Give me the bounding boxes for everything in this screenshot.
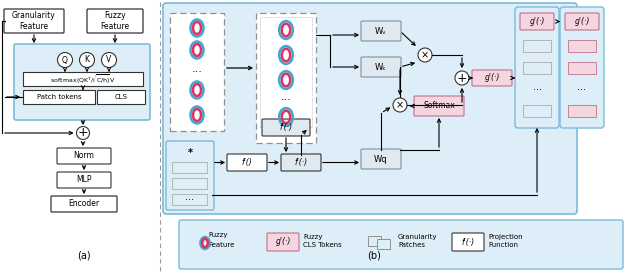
Text: CLS: CLS — [115, 94, 127, 100]
Text: Wᵥ: Wᵥ — [375, 26, 387, 36]
FancyBboxPatch shape — [57, 172, 111, 188]
Text: ×: × — [396, 100, 404, 110]
Text: Q: Q — [62, 55, 68, 65]
Bar — [568, 62, 596, 74]
Text: Fuzzy: Fuzzy — [208, 232, 227, 238]
Text: g'(·): g'(·) — [484, 73, 500, 83]
Circle shape — [393, 98, 407, 112]
FancyBboxPatch shape — [361, 57, 401, 77]
FancyBboxPatch shape — [560, 7, 604, 128]
Text: ···: ··· — [532, 85, 541, 95]
Text: Wq: Wq — [374, 155, 388, 163]
Circle shape — [102, 52, 116, 68]
Text: Patches: Patches — [398, 242, 425, 248]
FancyBboxPatch shape — [57, 148, 111, 164]
Bar — [172, 162, 207, 173]
Text: K: K — [84, 55, 90, 65]
Text: ···: ··· — [186, 195, 195, 205]
FancyBboxPatch shape — [179, 220, 623, 269]
FancyBboxPatch shape — [452, 233, 484, 251]
Text: Norm: Norm — [74, 152, 95, 161]
FancyBboxPatch shape — [14, 44, 150, 120]
Text: Fuzzy
Feature: Fuzzy Feature — [100, 11, 129, 31]
Text: f'(·): f'(·) — [461, 238, 475, 246]
Text: g'(·): g'(·) — [574, 17, 589, 26]
Text: V: V — [106, 55, 111, 65]
Bar — [260, 17, 312, 127]
Text: Softmax: Softmax — [423, 102, 455, 110]
Circle shape — [58, 52, 72, 68]
Bar — [368, 236, 381, 246]
FancyBboxPatch shape — [227, 154, 267, 171]
FancyBboxPatch shape — [520, 13, 554, 30]
Text: Encoder: Encoder — [68, 200, 100, 208]
Text: ···: ··· — [280, 95, 291, 105]
FancyBboxPatch shape — [87, 9, 143, 33]
Text: Granularity
Feature: Granularity Feature — [12, 11, 56, 31]
Text: (a): (a) — [77, 250, 91, 260]
FancyBboxPatch shape — [414, 96, 464, 116]
Text: ×: × — [421, 50, 429, 60]
FancyBboxPatch shape — [361, 149, 401, 169]
Circle shape — [79, 52, 95, 68]
Text: MLP: MLP — [76, 176, 92, 184]
Text: CLS Tokens: CLS Tokens — [303, 242, 342, 248]
Text: +: + — [457, 71, 467, 84]
FancyBboxPatch shape — [4, 9, 64, 33]
Text: Granularity: Granularity — [398, 234, 438, 240]
FancyBboxPatch shape — [565, 13, 599, 30]
FancyBboxPatch shape — [51, 196, 117, 212]
Bar — [568, 105, 596, 117]
Bar — [97, 90, 145, 104]
Text: *: * — [188, 148, 193, 158]
Circle shape — [77, 126, 90, 139]
FancyBboxPatch shape — [281, 154, 321, 171]
FancyBboxPatch shape — [267, 233, 299, 251]
Bar — [377, 239, 390, 249]
Text: Wₖ: Wₖ — [375, 62, 387, 71]
FancyBboxPatch shape — [361, 21, 401, 41]
Text: Function: Function — [488, 242, 518, 248]
FancyBboxPatch shape — [515, 7, 559, 128]
Text: g'(·): g'(·) — [529, 17, 545, 26]
Bar — [523, 105, 551, 117]
Text: +: + — [77, 126, 88, 139]
FancyBboxPatch shape — [163, 3, 577, 214]
Text: (b): (b) — [367, 250, 381, 260]
FancyBboxPatch shape — [166, 141, 214, 210]
Text: f'(·): f'(·) — [294, 158, 308, 167]
Text: g'(·): g'(·) — [275, 238, 291, 246]
Text: ···: ··· — [191, 67, 202, 77]
Bar — [172, 194, 207, 205]
Text: f'(): f'() — [242, 158, 252, 167]
Bar — [523, 40, 551, 52]
FancyBboxPatch shape — [262, 119, 310, 136]
Text: f'(·): f'(·) — [280, 123, 292, 132]
FancyBboxPatch shape — [472, 70, 512, 86]
Circle shape — [455, 71, 469, 85]
Bar — [172, 178, 207, 189]
Bar — [23, 90, 95, 104]
Text: Fuzzy: Fuzzy — [303, 234, 323, 240]
Bar — [523, 62, 551, 74]
Bar — [23, 72, 143, 86]
Circle shape — [418, 48, 432, 62]
Text: Feature: Feature — [208, 242, 234, 248]
Text: Projection: Projection — [488, 234, 523, 240]
Bar — [170, 13, 224, 131]
Bar — [568, 40, 596, 52]
Text: ···: ··· — [577, 85, 586, 95]
Text: Patch tokens: Patch tokens — [36, 94, 81, 100]
Text: $\mathrm{soft\,max(QK^T/\!\sqrt{C/h}\!)V}$: $\mathrm{soft\,max(QK^T/\!\sqrt{C/h}\!)V… — [51, 72, 116, 86]
Bar — [256, 13, 316, 143]
